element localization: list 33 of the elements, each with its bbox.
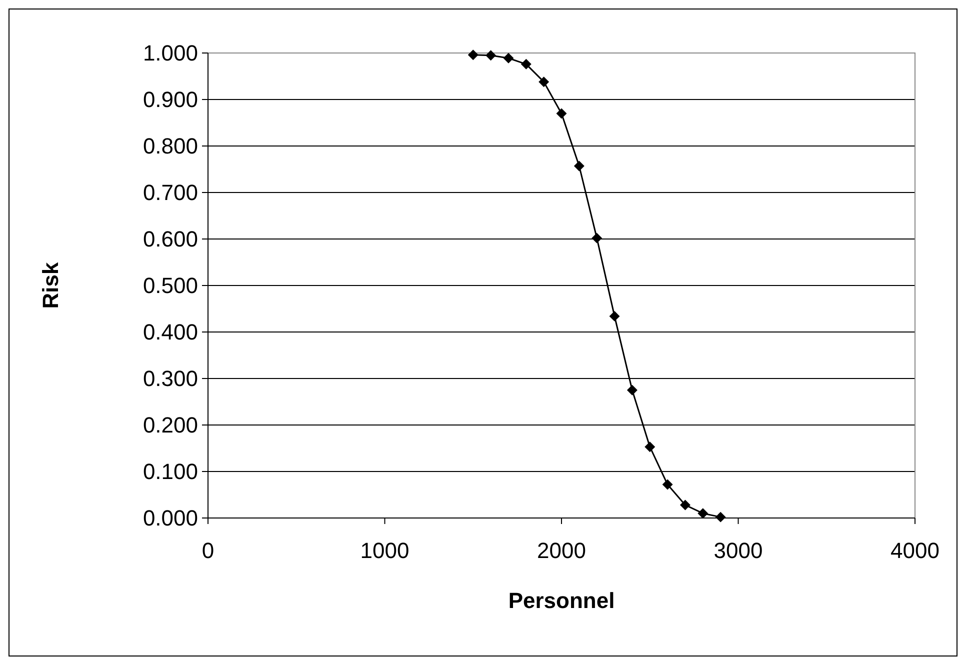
- point: [626, 384, 638, 396]
- y-tick-label: 0.700: [142, 180, 198, 206]
- x-tick-label: 4000: [890, 538, 940, 563]
- y-axis-title: Risk: [38, 262, 63, 309]
- x-axis-title: Personnel: [508, 588, 615, 613]
- point: [520, 58, 532, 70]
- y-tick-label: 0.200: [142, 412, 198, 438]
- y-tick-label: 1.000: [142, 40, 198, 66]
- point: [503, 52, 514, 64]
- point: [468, 50, 478, 60]
- y-tick-label: 0.800: [142, 134, 198, 159]
- x-tick-label: 3000: [714, 538, 763, 563]
- x-tick-label: 0: [202, 538, 214, 563]
- point: [486, 50, 496, 61]
- point: [680, 500, 690, 510]
- y-tick-label: 0.600: [142, 226, 198, 252]
- point: [715, 512, 726, 522]
- y-tick-label: 0.300: [142, 366, 198, 392]
- point: [644, 442, 656, 452]
- point: [592, 232, 602, 244]
- point: [538, 76, 550, 88]
- y-tick-label: 0.500: [142, 273, 198, 298]
- point: [698, 508, 708, 519]
- point: [574, 160, 584, 172]
- x-tick-label: 1000: [360, 538, 410, 563]
- x-tick-label: 2000: [537, 538, 586, 563]
- y-tick-label: 0.000: [142, 506, 198, 531]
- y-tick-label: 0.400: [142, 320, 198, 345]
- y-tick-label: 0.900: [142, 87, 198, 112]
- point: [609, 310, 620, 322]
- point: [556, 108, 567, 119]
- point: [662, 479, 673, 490]
- y-tick-label: 0.100: [142, 459, 198, 484]
